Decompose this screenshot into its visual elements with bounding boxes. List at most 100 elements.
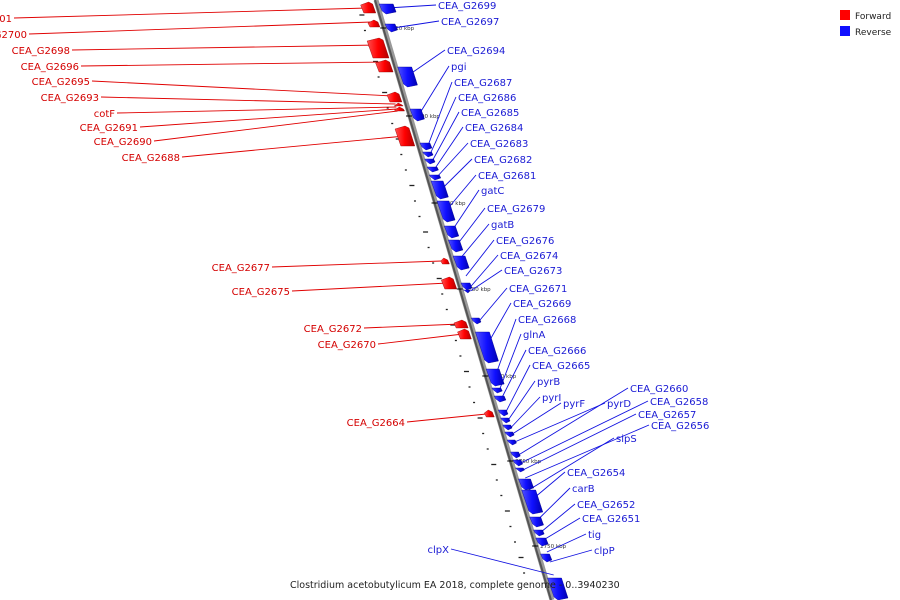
- gene-label-gatb[interactable]: gatB: [491, 220, 514, 231]
- gene-label-cea-g2673[interactable]: CEA_G2673: [504, 266, 562, 277]
- forward-gene-block-11[interactable]: [457, 328, 472, 340]
- reverse-gene-block-11[interactable]: [444, 225, 460, 239]
- gene-label-cea-g2694[interactable]: CEA_G2694: [447, 46, 505, 57]
- gene-label-tig[interactable]: tig: [588, 530, 601, 541]
- reverse-gene-block-15[interactable]: [463, 289, 471, 294]
- forward-gene-block-4[interactable]: [386, 91, 403, 103]
- reverse-gene-block-23[interactable]: [502, 424, 513, 431]
- reverse-gene-block-10[interactable]: [436, 200, 456, 223]
- gene-label-cea-g2671[interactable]: CEA_G2671: [509, 284, 567, 295]
- reverse-gene-block-26[interactable]: [510, 451, 521, 459]
- forward-gene-block-2[interactable]: [366, 37, 390, 59]
- forward-gene-block-8[interactable]: [440, 257, 450, 265]
- reverse-gene-block-17[interactable]: [475, 331, 499, 364]
- forward-gene-block-12[interactable]: [484, 409, 495, 418]
- gene-label-cea-g2669[interactable]: CEA_G2669: [513, 299, 571, 310]
- gene-label-cea-g2654[interactable]: CEA_G2654: [567, 468, 625, 479]
- reverse-gene-block-18[interactable]: [485, 368, 505, 387]
- reverse-gene-block-1[interactable]: [384, 23, 398, 33]
- reverse-gene-block-35[interactable]: [547, 577, 569, 600]
- reverse-gene-block-20[interactable]: [493, 395, 507, 403]
- gene-label-cea-g2683[interactable]: CEA_G2683: [470, 139, 528, 150]
- forward-gene-block-10[interactable]: [453, 319, 469, 329]
- reverse-gene-block-27[interactable]: [512, 459, 523, 467]
- gene-label-cea-g2652[interactable]: CEA_G2652: [577, 500, 635, 511]
- gene-label-carb[interactable]: carB: [572, 484, 595, 495]
- reverse-gene-block-21[interactable]: [497, 409, 509, 417]
- gene-label-cea-g2676[interactable]: CEA_G2676: [496, 236, 554, 247]
- gene-label-cea-g2672[interactable]: CEA_G2672: [304, 324, 362, 335]
- reverse-gene-block-29[interactable]: [518, 478, 534, 491]
- gene-label-clpx[interactable]: clpX: [428, 545, 450, 556]
- reverse-gene-block-0[interactable]: [378, 3, 397, 15]
- gene-label-cea-g2679[interactable]: CEA_G2679: [487, 204, 545, 215]
- gene-label-cea-g2675[interactable]: CEA_G2675: [232, 287, 290, 298]
- gene-label-cea-g2690[interactable]: CEA_G2690: [94, 137, 152, 148]
- gene-label-cea-g2670[interactable]: CEA_G2670: [318, 340, 376, 351]
- gene-label-cea-g2691[interactable]: CEA_G2691: [80, 123, 138, 134]
- gene-label-cea-g2677[interactable]: CEA_G2677: [212, 263, 270, 274]
- gene-label-clpp[interactable]: clpP: [594, 546, 615, 557]
- gene-label-pyrd[interactable]: pyrD: [607, 399, 631, 410]
- gene-label-cea-g2660[interactable]: CEA_G2660: [630, 384, 688, 395]
- gene-label-cea-g2664[interactable]: CEA_G2664: [347, 418, 405, 429]
- gene-label-pyrf[interactable]: pyrF: [563, 399, 585, 410]
- gene-label-cea-g2665[interactable]: CEA_G2665: [532, 361, 590, 372]
- forward-gene-block-3[interactable]: [375, 59, 394, 73]
- gene-label-cea-g2674[interactable]: CEA_G2674: [500, 251, 558, 262]
- gene-label-cea-g2666[interactable]: CEA_G2666: [528, 346, 586, 357]
- gene-label-pyrb[interactable]: pyrB: [537, 377, 560, 388]
- reverse-gene-block-32[interactable]: [533, 529, 545, 537]
- gene-label-cea-g2697[interactable]: CEA_G2697: [441, 17, 499, 28]
- reverse-gene-block-25[interactable]: [506, 439, 517, 446]
- reverse-gene-block-2[interactable]: [397, 66, 418, 88]
- reverse-gene-block-12[interactable]: [448, 239, 464, 253]
- gene-label-cea-g2701[interactable]: CEA_G2701: [0, 14, 12, 25]
- reverse-gene-block-30[interactable]: [521, 489, 544, 515]
- gene-label-pgi[interactable]: pgi: [451, 62, 466, 73]
- reverse-gene-block-16[interactable]: [470, 317, 482, 325]
- gene-label-cea-g2698[interactable]: CEA_G2698: [12, 46, 70, 57]
- reverse-gene-block-3[interactable]: [409, 108, 425, 122]
- gene-label-sips[interactable]: sipS: [616, 434, 637, 445]
- gene-label-cotf[interactable]: cotF: [94, 109, 116, 120]
- reverse-gene-block-5[interactable]: [422, 151, 434, 158]
- reverse-gene-block-8[interactable]: [428, 174, 442, 181]
- gene-label-cea-g2685[interactable]: CEA_G2685: [461, 108, 519, 119]
- gene-label-cea-g2681[interactable]: CEA_G2681: [478, 171, 536, 182]
- gene-label-cea-g2688[interactable]: CEA_G2688: [122, 153, 180, 164]
- reverse-gene-block-24[interactable]: [504, 431, 515, 438]
- reverse-gene-block-22[interactable]: [500, 417, 511, 424]
- gene-label-cea-g2696[interactable]: CEA_G2696: [21, 62, 79, 73]
- reverse-gene-block-13[interactable]: [452, 255, 470, 271]
- gene-label-cea-g2682[interactable]: CEA_G2682: [474, 155, 532, 166]
- gene-label-cea-g2686[interactable]: CEA_G2686: [458, 93, 516, 104]
- forward-gene-block-7[interactable]: [394, 125, 416, 147]
- gene-label-cea-g2700[interactable]: CEA_G2700: [0, 30, 27, 41]
- forward-gene-block-6[interactable]: [394, 106, 405, 112]
- reverse-gene-block-33[interactable]: [535, 537, 549, 547]
- gene-label-cea-g2684[interactable]: CEA_G2684: [465, 123, 523, 134]
- reverse-gene-block-6[interactable]: [424, 158, 436, 165]
- gene-label-cea-g2693[interactable]: CEA_G2693: [41, 93, 99, 104]
- reverse-gene-block-19[interactable]: [491, 387, 503, 394]
- gene-label-cea-g2687[interactable]: CEA_G2687: [454, 78, 512, 89]
- reverse-gene-block-9[interactable]: [430, 180, 449, 200]
- forward-gene-block-1[interactable]: [367, 19, 381, 28]
- gene-label-cea-g2651[interactable]: CEA_G2651: [582, 514, 640, 525]
- gene-label-cea-g2657[interactable]: CEA_G2657: [638, 410, 696, 421]
- gene-label-cea-g2695[interactable]: CEA_G2695: [32, 77, 90, 88]
- forward-gene-block-5[interactable]: [393, 102, 404, 107]
- reverse-gene-block-28[interactable]: [514, 467, 525, 473]
- gene-label-cea-g2699[interactable]: CEA_G2699: [438, 1, 496, 12]
- reverse-gene-block-31[interactable]: [529, 516, 544, 528]
- reverse-gene-block-4[interactable]: [419, 142, 433, 151]
- reverse-gene-block-34[interactable]: [540, 553, 553, 563]
- gene-label-cea-g2656[interactable]: CEA_G2656: [651, 421, 709, 432]
- gene-label-pyri[interactable]: pyrI: [542, 393, 561, 404]
- forward-gene-block-9[interactable]: [441, 276, 458, 290]
- gene-label-glna[interactable]: glnA: [523, 330, 545, 341]
- forward-gene-block-0[interactable]: [360, 1, 377, 14]
- reverse-gene-block-14[interactable]: [460, 282, 473, 291]
- gene-label-cea-g2658[interactable]: CEA_G2658: [650, 397, 708, 408]
